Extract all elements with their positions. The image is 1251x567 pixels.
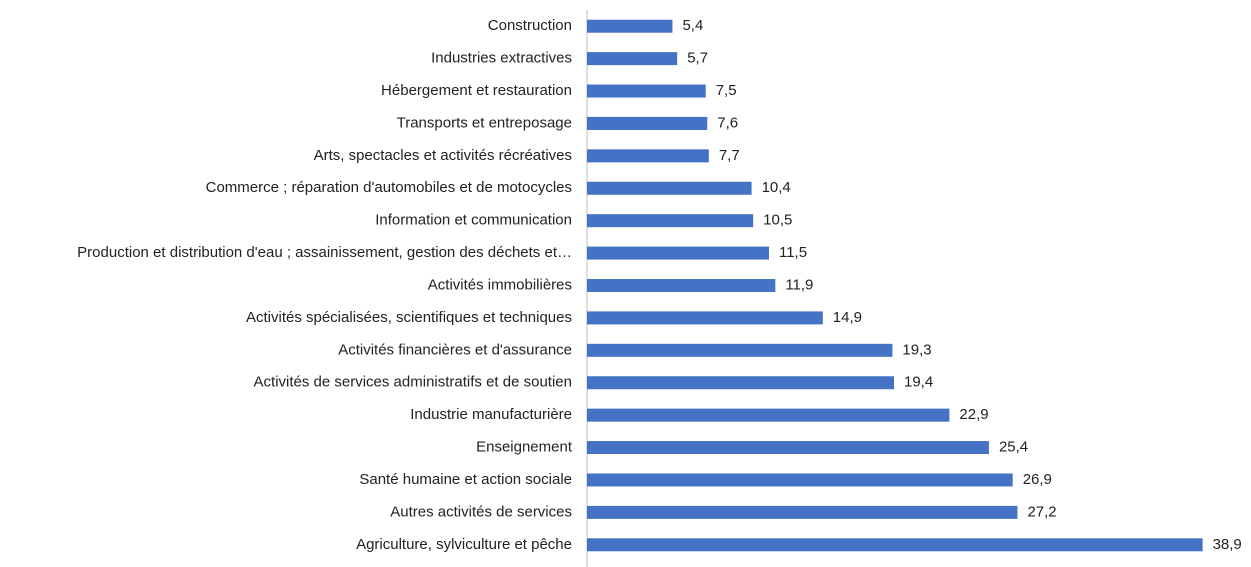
bar <box>587 19 673 33</box>
bar <box>587 408 950 422</box>
data-label: 10,4 <box>762 179 791 196</box>
category-label: Information et communication <box>375 212 572 229</box>
bar <box>587 441 989 455</box>
category-label: Industries extractives <box>431 50 572 67</box>
bar <box>587 246 769 260</box>
bar <box>587 149 709 163</box>
data-label: 14,9 <box>833 309 862 326</box>
data-label: 26,9 <box>1023 471 1052 488</box>
data-label: 7,7 <box>719 147 740 164</box>
data-label: 5,4 <box>682 17 703 34</box>
category-label: Activités financières et d'assurance <box>338 341 572 358</box>
bar <box>587 376 895 390</box>
data-label: 5,7 <box>687 50 708 67</box>
data-label: 7,5 <box>716 82 737 99</box>
bar <box>587 52 678 66</box>
category-label: Santé humaine et action sociale <box>359 471 572 488</box>
bar <box>587 214 754 228</box>
bar <box>587 473 1013 487</box>
bar <box>587 343 893 357</box>
category-label: Commerce ; réparation d'automobiles et d… <box>206 179 572 196</box>
bar <box>587 181 752 195</box>
category-label: Construction <box>488 17 572 34</box>
data-label: 25,4 <box>999 439 1028 456</box>
category-label: Industrie manufacturière <box>410 406 572 423</box>
data-label: 19,4 <box>904 374 933 391</box>
bar <box>587 505 1018 519</box>
data-label: 11,5 <box>779 244 807 261</box>
data-label: 22,9 <box>959 406 988 423</box>
bar <box>587 84 706 98</box>
category-label: Arts, spectacles et activités récréative… <box>314 147 572 164</box>
category-label: Activités de services administratifs et … <box>254 374 572 391</box>
data-label: 19,3 <box>902 341 931 358</box>
category-label: Activités spécialisées, scientifiques et… <box>246 309 572 326</box>
bar <box>587 279 776 292</box>
data-label: 27,2 <box>1027 503 1056 520</box>
data-label: 10,5 <box>763 212 792 229</box>
category-label: Enseignement <box>476 439 573 456</box>
category-label: Autres activités de services <box>390 503 572 520</box>
category-label: Hébergement et restauration <box>381 82 572 99</box>
data-label: 11,9 <box>785 276 813 293</box>
category-label: Activités immobilières <box>428 276 572 293</box>
bar <box>587 116 708 130</box>
category-label: Transports et entreposage <box>397 114 572 131</box>
data-label: 38,9 <box>1213 536 1242 553</box>
category-label: Agriculture, sylviculture et pêche <box>356 536 572 553</box>
data-label: 7,6 <box>717 114 738 131</box>
bar <box>587 538 1203 552</box>
bar <box>587 311 823 325</box>
category-label: Production et distribution d'eau ; assai… <box>77 244 572 261</box>
